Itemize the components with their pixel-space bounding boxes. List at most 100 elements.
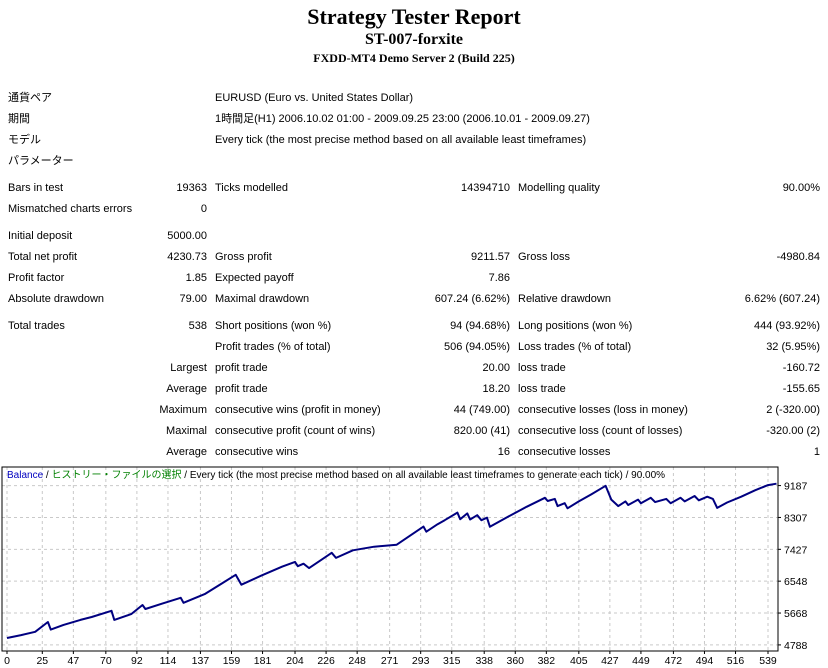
x-tick-label: 382 bbox=[538, 655, 556, 665]
row-label: Long positions (won %) bbox=[518, 320, 633, 332]
x-tick-label: 315 bbox=[443, 655, 461, 665]
row-label: Profit factor bbox=[8, 272, 65, 284]
caption-separator: / bbox=[43, 470, 51, 481]
caption-balance-label: Balance bbox=[7, 470, 44, 481]
row-value: 444 (93.92%) bbox=[753, 320, 820, 332]
row-label: Ticks modelled bbox=[215, 182, 288, 194]
row-value: Average bbox=[166, 446, 207, 458]
row-label: パラメーター bbox=[8, 155, 74, 167]
x-tick-label: 516 bbox=[727, 655, 745, 665]
table-row: 期間 1時間足(H1) 2006.10.02 01:00 - 2009.09.25… bbox=[8, 109, 820, 130]
row-value: Maximum bbox=[159, 404, 207, 416]
row-value: Largest bbox=[170, 362, 207, 374]
row-value: 18.20 bbox=[482, 383, 510, 395]
x-tick-label: 204 bbox=[286, 655, 304, 665]
table-row: Largest profit trade 20.00 loss trade -160.7… bbox=[8, 358, 820, 379]
table-row: Initial deposit 5000.00 bbox=[8, 226, 820, 247]
x-tick-label: 293 bbox=[412, 655, 430, 665]
row-label: profit trade bbox=[215, 362, 268, 374]
expert-name: ST-007-forxite bbox=[364, 31, 464, 48]
x-tick-label: 248 bbox=[348, 655, 366, 665]
report-header: Strategy Tester Report ST-007-forxite FX… bbox=[0, 4, 828, 66]
row-value: 607.24 (6.62%) bbox=[434, 293, 510, 305]
row-label: Gross loss bbox=[518, 251, 570, 263]
row-label: Maximal drawdown bbox=[215, 293, 310, 305]
row-label: Initial deposit bbox=[8, 230, 73, 242]
x-tick-label: 472 bbox=[665, 655, 683, 665]
x-tick-label: 114 bbox=[160, 655, 177, 665]
x-axis-labels: 0 25 47 70 92 114 137 159 181 204 226 248 271 293 315 3… bbox=[4, 655, 777, 667]
x-tick-label: 494 bbox=[696, 655, 714, 665]
balance-chart-svg: 0 25 47 70 92 114 137 159 181 204 226 248 271 293 315 3… bbox=[1, 466, 808, 667]
row-label bbox=[8, 442, 137, 463]
x-tick-label: 92 bbox=[131, 655, 143, 665]
row-label: Gross profit bbox=[215, 251, 272, 263]
table-row: Profit factor 1.85 Expected payoff 7.86 bbox=[8, 268, 820, 289]
caption-quality: 90.00% bbox=[631, 470, 665, 481]
caption-model-text: Every tick (the most precise method base… bbox=[190, 470, 623, 481]
row-label: consecutive profit (count of wins) bbox=[215, 425, 376, 437]
row-value: 538 bbox=[188, 320, 207, 332]
y-tick-label: 4788 bbox=[784, 640, 808, 652]
row-value: 506 (94.05%) bbox=[443, 341, 510, 353]
chart-caption: Balance / ヒストリー・ファイルの選択 / Every tick (th… bbox=[7, 468, 665, 481]
table-row: Maximal consecutive profit (count of wins… bbox=[8, 421, 820, 442]
x-tick-label: 338 bbox=[475, 655, 493, 665]
row-value: 2 (-320.00) bbox=[766, 404, 820, 416]
x-tick-label: 539 bbox=[759, 655, 777, 665]
x-tick-label: 226 bbox=[317, 655, 335, 665]
row-label bbox=[8, 358, 137, 379]
table-row: Average consecutive wins 16 consecutive los… bbox=[8, 442, 820, 463]
row-value: 1 bbox=[813, 446, 820, 458]
x-tick-label: 70 bbox=[100, 655, 112, 665]
x-tick-label: 0 bbox=[4, 655, 10, 665]
row-label: Total trades bbox=[8, 320, 65, 332]
row-value: 90.00% bbox=[782, 182, 820, 194]
caption-history-label: ヒストリー・ファイルの選択 bbox=[51, 468, 181, 481]
row-label: loss trade bbox=[518, 383, 566, 395]
row-value: 32 (5.95%) bbox=[766, 341, 820, 353]
y-axis-labels: 4788 5668 6548 7427 8307 9187 bbox=[784, 481, 808, 652]
row-value bbox=[708, 226, 820, 247]
row-value: 7.86 bbox=[488, 272, 510, 284]
x-tick-label: 137 bbox=[192, 655, 210, 665]
row-value bbox=[207, 151, 820, 172]
table-row: Mismatched charts errors 0 bbox=[8, 199, 820, 220]
row-value: Every tick (the most precise method base… bbox=[215, 134, 587, 146]
table-row: Total net profit 4230.73 Gross profit 9211.… bbox=[8, 247, 820, 268]
row-label: consecutive wins bbox=[215, 446, 299, 458]
x-tick-label: 405 bbox=[570, 655, 588, 665]
table-row: Profit trades (% of total) 506 (94.05%) Lo… bbox=[8, 337, 820, 358]
row-label: 期間 bbox=[8, 113, 30, 125]
server-info: FXDD-MT4 Demo Server 2 (Build 225) bbox=[313, 51, 515, 65]
row-label: Short positions (won %) bbox=[215, 320, 332, 332]
x-tick-label: 360 bbox=[507, 655, 525, 665]
row-label bbox=[207, 226, 425, 247]
row-value: 14394710 bbox=[461, 182, 510, 194]
x-tick-label: 271 bbox=[381, 655, 399, 665]
row-value: Average bbox=[166, 383, 207, 395]
row-value: 79.00 bbox=[179, 293, 207, 305]
row-label bbox=[207, 199, 425, 220]
row-label: Profit trades (% of total) bbox=[215, 341, 331, 353]
row-value: -320.00 (2) bbox=[766, 425, 820, 437]
row-value: 1.85 bbox=[185, 272, 207, 284]
y-tick-label: 7427 bbox=[784, 544, 808, 556]
row-value: 20.00 bbox=[482, 362, 510, 374]
chart-grid bbox=[2, 467, 778, 651]
y-tick-label: 5668 bbox=[784, 608, 808, 620]
row-label bbox=[510, 199, 708, 220]
row-label: Mismatched charts errors bbox=[8, 203, 133, 215]
row-value: 9211.57 bbox=[471, 251, 510, 263]
row-value: -4980.84 bbox=[776, 251, 820, 263]
row-label: consecutive loss (count of losses) bbox=[518, 425, 683, 437]
caption-separator: / bbox=[181, 470, 189, 481]
y-tick-label: 6548 bbox=[784, 576, 808, 588]
row-value: -155.65 bbox=[782, 383, 820, 395]
table-row: Bars in test 19363 Ticks modelled 14394710 M… bbox=[8, 178, 820, 199]
row-value: 0 bbox=[200, 203, 207, 215]
axis-ticks bbox=[6, 485, 781, 654]
row-label: 通貨ペア bbox=[8, 92, 52, 104]
x-tick-label: 427 bbox=[601, 655, 619, 665]
row-label: consecutive losses bbox=[518, 446, 611, 458]
